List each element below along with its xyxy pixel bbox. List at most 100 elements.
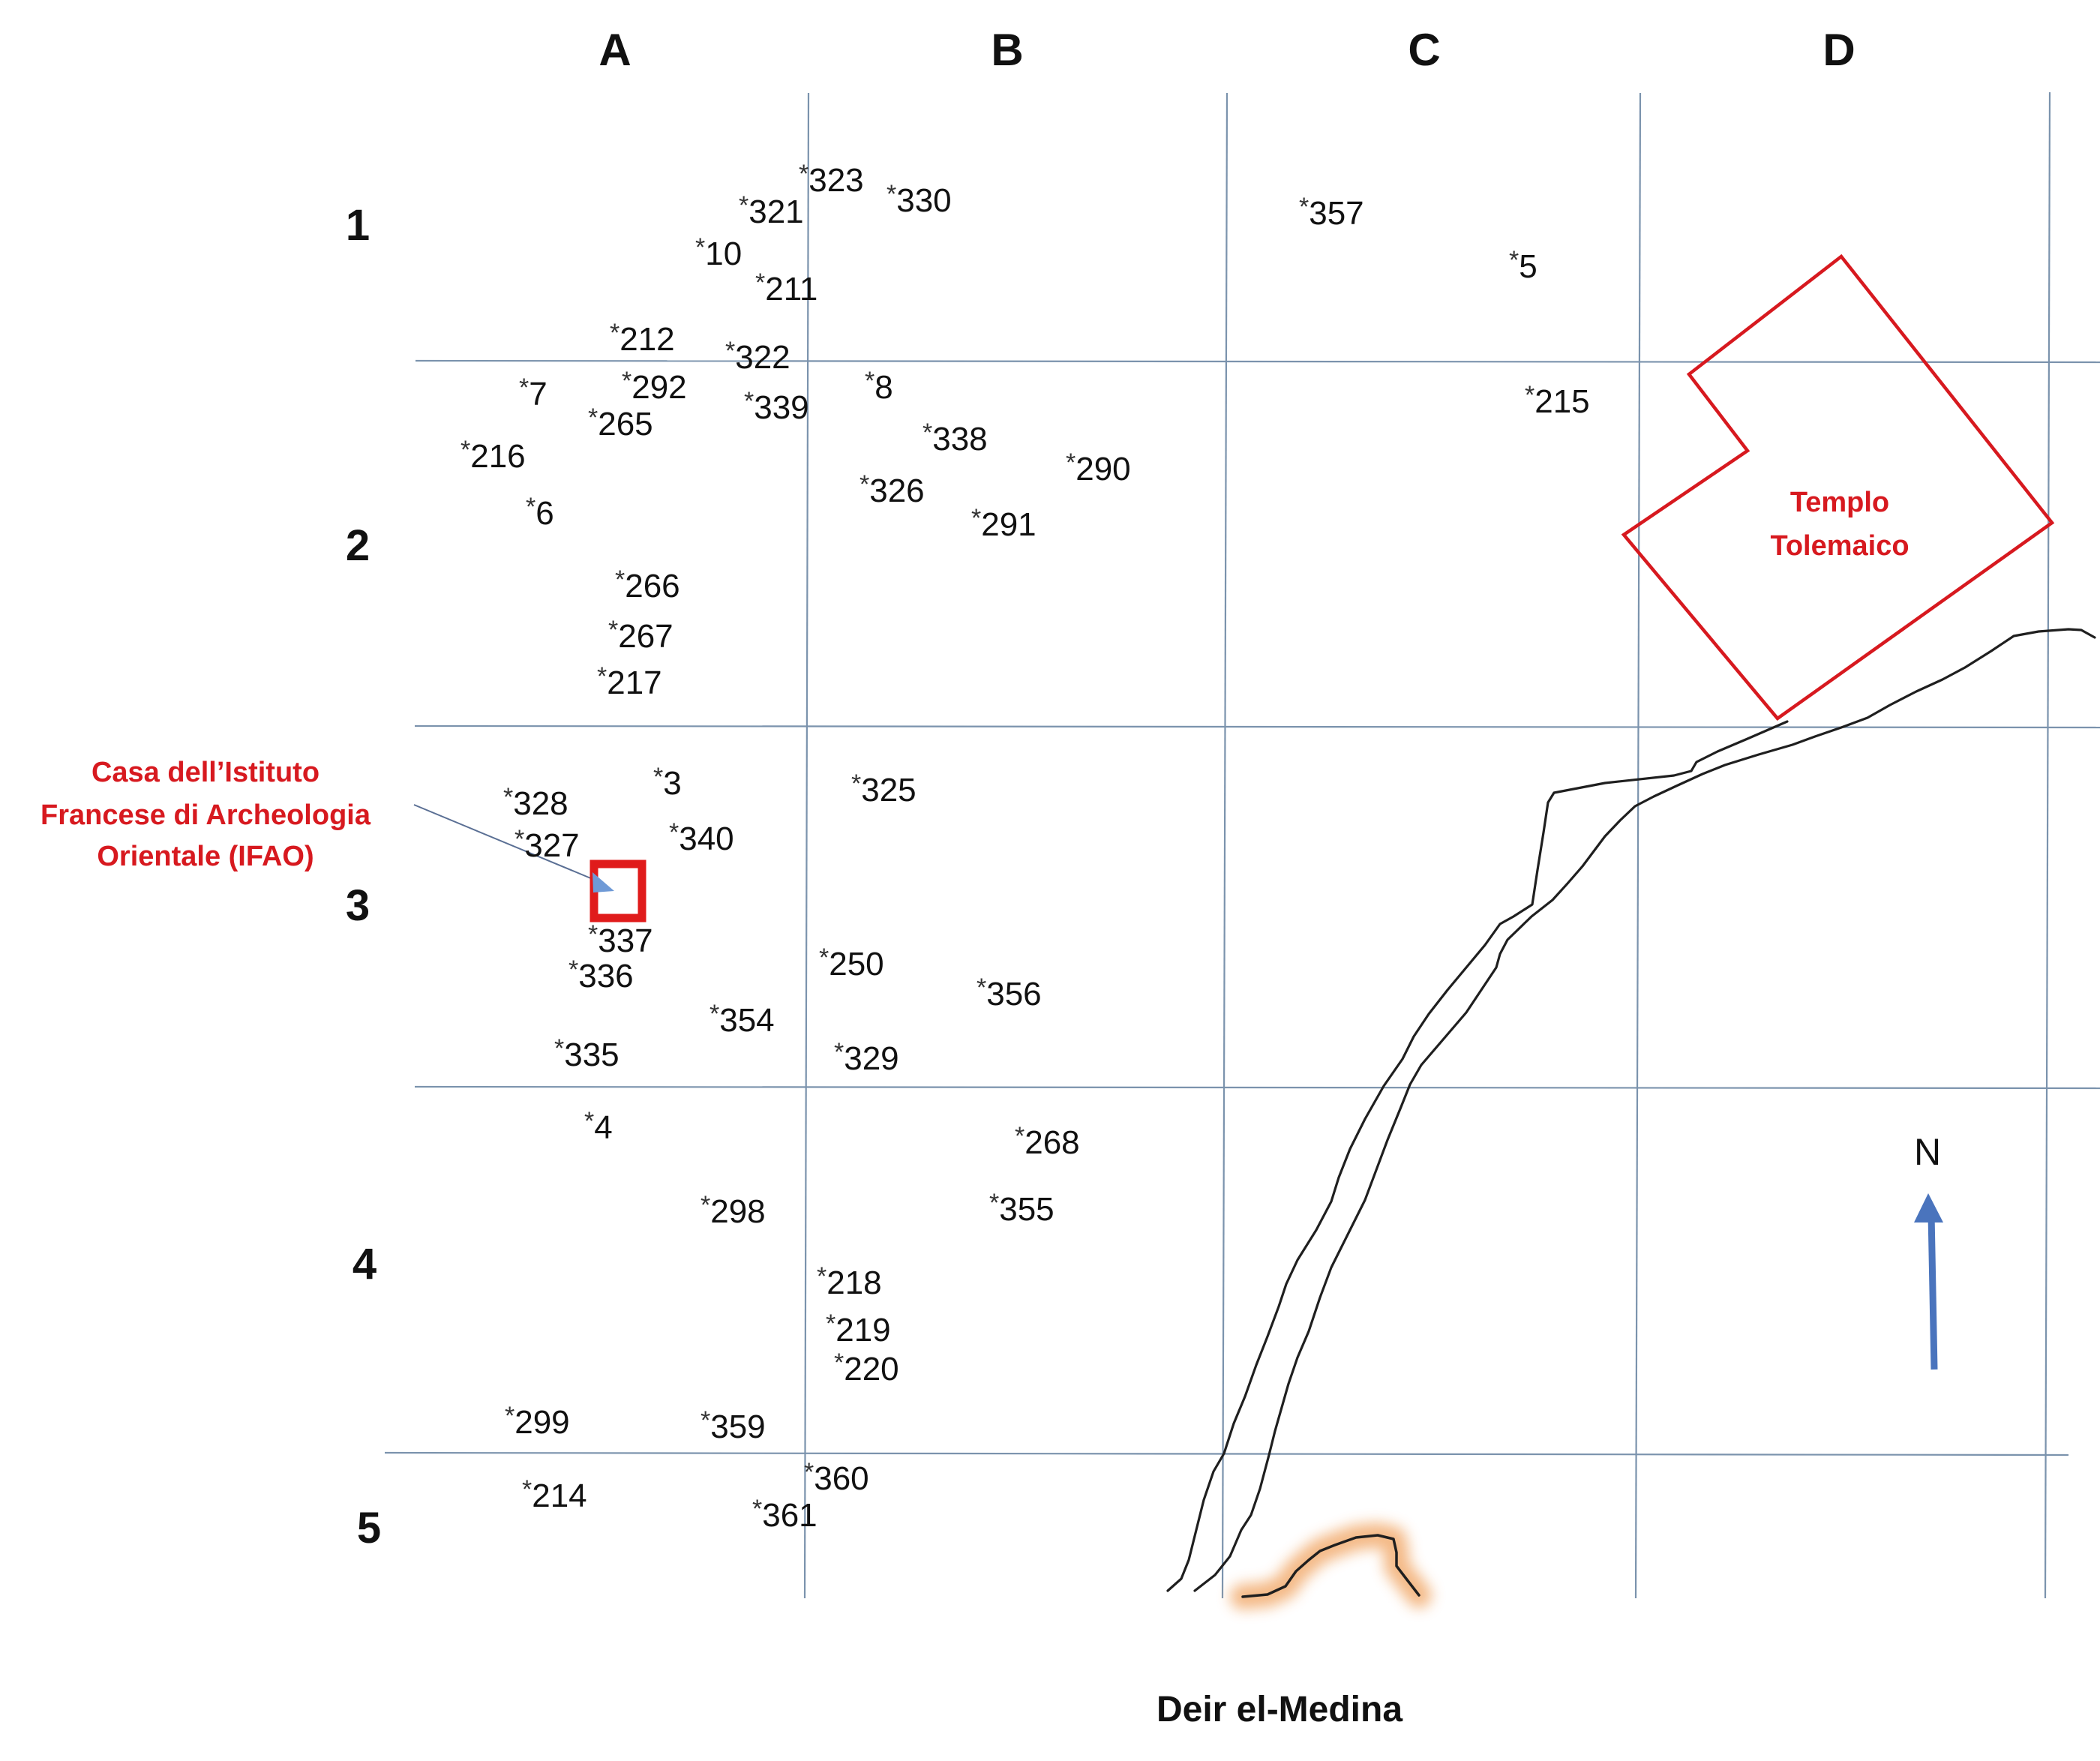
tomb-number: 361	[762, 1497, 817, 1534]
temple-tolemaico: Templo Tolemaico	[1621, 254, 2055, 722]
temple-label-line-1: Templo	[1790, 487, 1889, 518]
tomb-number: 291	[981, 506, 1036, 543]
tomb-number: 5	[1519, 248, 1537, 285]
asterisk-icon: *	[554, 1034, 564, 1063]
ifao-arrow-head	[592, 872, 614, 892]
north-arrow-shaft	[1928, 1213, 1938, 1370]
tomb-label: *219	[826, 1310, 891, 1348]
asterisk-icon: *	[725, 337, 735, 365]
asterisk-icon: *	[817, 1262, 826, 1291]
tomb-label: *7	[519, 374, 548, 412]
ridge-glow	[1230, 1522, 1432, 1610]
asterisk-icon: *	[752, 1495, 762, 1523]
tomb-number: 220	[844, 1351, 898, 1388]
asterisk-icon: *	[610, 319, 620, 347]
north-arrow-head	[1914, 1193, 1943, 1222]
tomb-number: 218	[826, 1264, 881, 1301]
tomb-number: 321	[748, 194, 803, 230]
tomb-number: 214	[532, 1478, 586, 1514]
tomb-label: *357	[1299, 193, 1364, 232]
temple-label-line-2: Tolemaico	[1770, 530, 1909, 562]
tomb-number: 4	[594, 1109, 612, 1146]
tomb-label: *3	[653, 763, 682, 802]
asterisk-icon: *	[922, 418, 932, 447]
tomb-label: *265	[588, 404, 653, 442]
tomb-label: *291	[971, 504, 1036, 543]
asterisk-icon: *	[653, 763, 663, 791]
grid-line-vertical-2	[1221, 92, 1228, 1599]
asterisk-icon: *	[514, 825, 524, 854]
asterisk-icon: *	[799, 160, 808, 188]
tomb-number: 338	[932, 421, 987, 458]
tomb-number: 355	[999, 1191, 1054, 1228]
tomb-number: 268	[1024, 1124, 1079, 1161]
tomb-labels: *323 *330*321*10*211*212 *322*7 *292 *339*8*…	[460, 160, 1590, 1534]
tomb-number: 328	[513, 785, 568, 822]
tomb-label: *214	[522, 1475, 587, 1514]
tomb-number: 335	[564, 1036, 619, 1073]
grid-line-horizontal-4	[384, 1451, 2069, 1456]
asterisk-icon: *	[739, 191, 748, 220]
wadi-line-west	[1166, 720, 1789, 1592]
column-label: B	[991, 25, 1023, 75]
tomb-label: *359	[700, 1406, 766, 1445]
tomb-label: *337	[588, 920, 653, 959]
tomb-label: *215	[1525, 381, 1590, 420]
tomb-number: 219	[836, 1312, 890, 1348]
tomb-number: 215	[1534, 383, 1589, 420]
asterisk-icon: *	[865, 367, 874, 395]
asterisk-icon: *	[588, 920, 598, 949]
tomb-label: *292	[622, 367, 687, 406]
asterisk-icon: *	[851, 770, 861, 798]
tomb-number: 10	[705, 236, 742, 272]
asterisk-icon: *	[1015, 1122, 1024, 1150]
north-arrow: N	[1914, 1131, 1943, 1370]
tomb-number: 329	[844, 1040, 898, 1077]
asterisk-icon: *	[505, 1402, 514, 1430]
tomb-number: 354	[719, 1002, 774, 1039]
tomb-label: *323	[799, 160, 864, 199]
tomb-label: *322	[725, 337, 790, 376]
tomb-label: *328	[503, 783, 568, 822]
tomb-label: *290	[1066, 448, 1131, 488]
asterisk-icon: *	[755, 268, 765, 297]
asterisk-icon: *	[834, 1038, 844, 1066]
asterisk-icon: *	[460, 436, 470, 464]
asterisk-icon: *	[744, 387, 754, 416]
row-label: 4	[352, 1240, 376, 1288]
tomb-number: 325	[861, 772, 916, 808]
asterisk-icon: *	[886, 180, 896, 208]
tomb-label: *10	[695, 233, 742, 272]
asterisk-icon: *	[522, 1475, 532, 1504]
tomb-number: 7	[529, 376, 547, 412]
tomb-number: 299	[514, 1404, 569, 1441]
tomb-number: 330	[896, 182, 951, 219]
tomb-label: *298	[700, 1191, 766, 1230]
tomb-label: *321	[739, 191, 804, 230]
column-labels: A B C D	[598, 25, 1855, 75]
ifao-house: Casa dell’Istituto Francese di Archeolog…	[40, 757, 646, 922]
asterisk-icon: *	[971, 504, 981, 532]
tomb-number: 327	[524, 827, 579, 864]
tomb-label: *336	[568, 956, 634, 994]
tomb-label: *4	[584, 1107, 613, 1146]
tomb-number: 336	[578, 958, 633, 994]
tomb-number: 357	[1309, 195, 1364, 232]
asterisk-icon: *	[695, 233, 705, 262]
tomb-label: *6	[526, 493, 554, 532]
grid-line-vertical-4	[2044, 92, 2051, 1599]
tomb-label: *327	[514, 825, 580, 864]
tomb-label: *250	[819, 944, 884, 982]
wadi-line-east	[1193, 628, 2096, 1592]
tomb-label: *326	[860, 470, 925, 509]
grid	[384, 92, 2100, 1599]
ifao-label-line-2: Francese di Archeologia	[40, 800, 371, 831]
ridge-outline	[1230, 1522, 1432, 1610]
tomb-number: 266	[625, 568, 680, 604]
wadi-path	[1166, 628, 2096, 1592]
ifao-leader-line	[413, 804, 593, 880]
tomb-number: 326	[869, 472, 924, 509]
tomb-label: *268	[1015, 1122, 1080, 1161]
tomb-label: *356	[976, 974, 1042, 1012]
tomb-number: 292	[632, 369, 686, 406]
